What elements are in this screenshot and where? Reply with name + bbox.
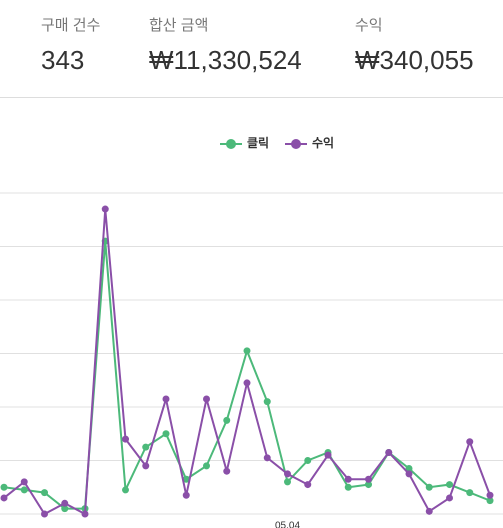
data-point xyxy=(344,475,352,483)
data-point xyxy=(284,470,291,478)
data-point xyxy=(263,454,271,462)
data-point xyxy=(162,430,170,438)
data-point xyxy=(466,438,474,446)
x-tick-label: 05.04 xyxy=(275,521,300,528)
data-point xyxy=(223,416,231,424)
data-point xyxy=(20,486,28,494)
data-point xyxy=(365,481,372,489)
data-point xyxy=(425,507,433,515)
data-point xyxy=(243,347,251,355)
data-point xyxy=(182,475,190,483)
data-point xyxy=(81,510,89,518)
stat-label: 수익 xyxy=(355,17,383,34)
stat-label: 구매 건수 xyxy=(41,17,101,34)
data-point xyxy=(486,491,494,499)
stat: 합산 금액 ₩11,330,524 xyxy=(149,14,302,76)
data-point xyxy=(243,379,251,387)
data-point xyxy=(365,475,372,483)
data-point xyxy=(162,395,170,403)
data-point xyxy=(425,483,433,491)
separator xyxy=(0,97,503,98)
series-line xyxy=(3,208,491,516)
data-point xyxy=(142,462,150,470)
data-point xyxy=(41,510,48,518)
data-point xyxy=(466,489,474,497)
legend-label: 수익 xyxy=(312,136,334,150)
data-point xyxy=(223,467,231,475)
data-point xyxy=(284,478,291,486)
data-point xyxy=(486,497,494,505)
legend-marker xyxy=(291,139,301,149)
series-line xyxy=(3,241,491,510)
data-point xyxy=(41,489,48,497)
data-point xyxy=(61,505,69,513)
stat-value: 343 xyxy=(41,45,85,75)
data-point xyxy=(101,205,109,213)
data-point xyxy=(344,483,352,491)
stat: 수익 ₩340,055 xyxy=(355,14,474,76)
data-point xyxy=(142,443,150,451)
stat-label: 합산 금액 xyxy=(149,17,209,34)
data-point xyxy=(405,470,413,478)
data-point xyxy=(324,451,332,459)
data-point xyxy=(304,481,312,489)
data-point xyxy=(122,435,129,443)
legend-marker xyxy=(226,139,236,149)
data-point xyxy=(446,481,453,489)
stat: 구매 건수 343 xyxy=(41,14,100,76)
data-point xyxy=(446,494,453,502)
stat-value: ₩11,330,524 xyxy=(149,45,302,75)
data-point xyxy=(203,462,210,470)
data-point xyxy=(405,465,413,473)
data-point xyxy=(61,499,69,507)
data-point xyxy=(263,398,271,406)
data-point xyxy=(203,395,210,403)
data-point xyxy=(304,457,312,464)
legend-label: 클릭 xyxy=(247,136,269,150)
stat-value: ₩340,055 xyxy=(355,45,474,75)
data-point xyxy=(385,448,393,456)
data-point xyxy=(20,478,28,486)
data-point xyxy=(122,486,129,494)
data-point xyxy=(0,494,8,502)
data-point xyxy=(0,483,8,491)
data-point xyxy=(182,491,190,499)
